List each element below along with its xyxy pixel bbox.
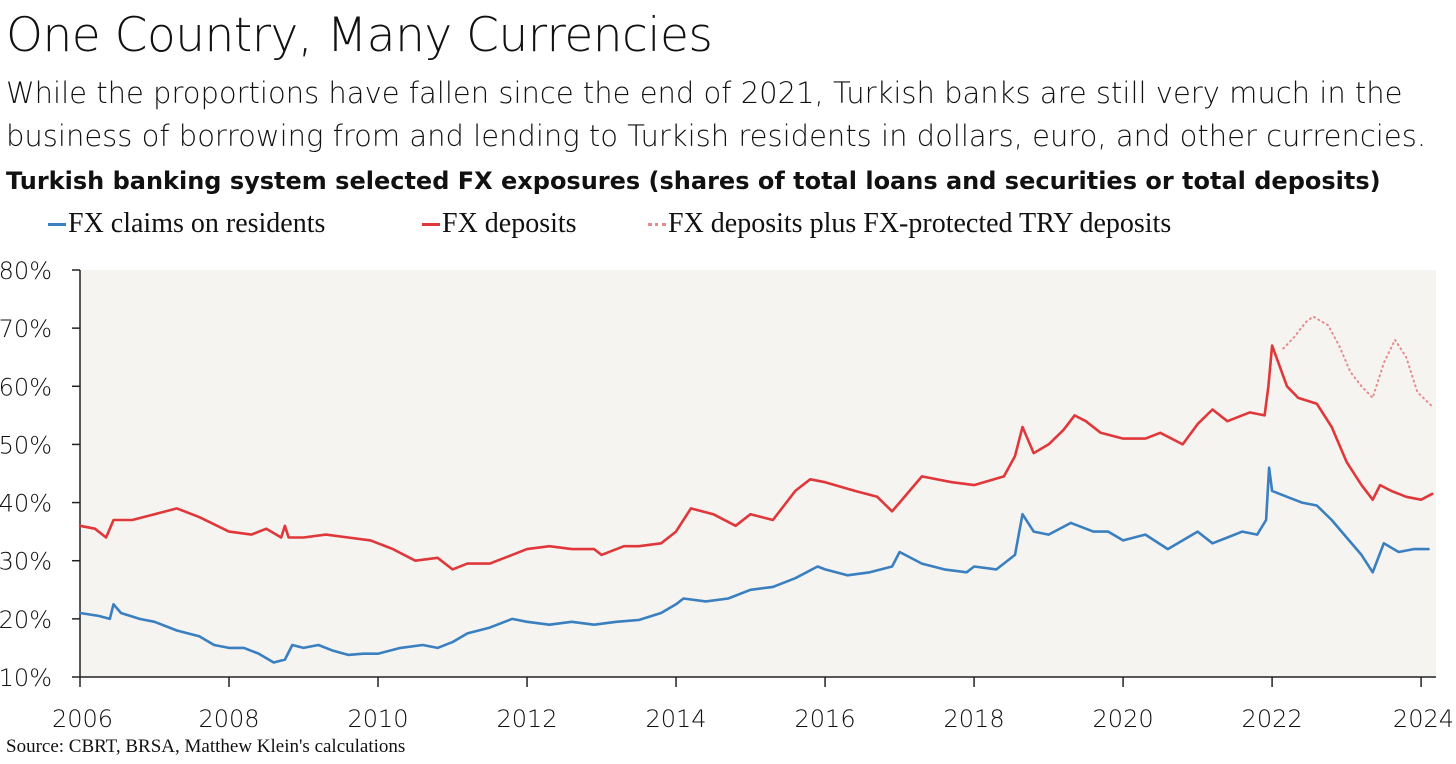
x-tick-label: 2018	[944, 705, 1005, 733]
x-tick-label: 2022	[1242, 705, 1303, 733]
legend-swatch-fx-claims	[48, 222, 66, 226]
y-tick-label: 10%	[0, 664, 52, 692]
y-tick-label: 20%	[0, 606, 52, 634]
y-tick-label: 40%	[0, 490, 52, 518]
x-tick-label: 2012	[496, 705, 557, 733]
x-tick-label: 2008	[198, 705, 259, 733]
series-line-fx-claims-on-residents	[78, 466, 1430, 664]
legend-label-fx-deposits: FX deposits	[442, 208, 577, 239]
legend-label-fx-claims: FX claims on residents	[68, 208, 326, 239]
source-note: Source: CBRT, BRSA, Matthew Klein's calc…	[6, 736, 406, 757]
line-chart: 10% 20% 30% 40% 50% 60% 70% 80% 2006 2008 2010 2012…	[0, 257, 1454, 733]
legend-label-fx-deposits-plus: FX deposits plus FX-protected TRY deposi…	[668, 208, 1172, 239]
x-tick-label: 2014	[646, 705, 707, 733]
x-tick-label: 2006	[52, 705, 113, 733]
legend-item-fx-deposits: FX deposits	[422, 208, 577, 240]
x-tick-label: 2016	[795, 705, 856, 733]
y-tick-label: 30%	[0, 548, 52, 576]
legend-item-fx-claims: FX claims on residents	[48, 208, 325, 240]
y-tick-label: 70%	[0, 315, 52, 343]
y-tick-label: 60%	[0, 373, 52, 401]
plot-area	[80, 270, 1436, 677]
y-tick-label: 50%	[0, 431, 52, 459]
legend-swatch-fx-deposits	[422, 222, 440, 226]
series-line-fx-deposits-plus-fx-protected-try-deposits	[1282, 315, 1434, 408]
x-tick-label: 2010	[347, 705, 408, 733]
y-tick-label: 80%	[0, 257, 52, 285]
chart-legend: FX claims on residents FX deposits FX de…	[0, 208, 1456, 248]
x-tick-label: 2020	[1093, 705, 1154, 733]
legend-swatch-fx-deposits-plus	[648, 222, 666, 226]
chart-heading: Turkish banking system selected FX expos…	[6, 167, 1381, 195]
chart-subtitle: While the proportions have fallen since …	[6, 76, 1427, 153]
series-line-fx-deposits	[78, 344, 1434, 571]
x-tick-label: 2024	[1393, 705, 1454, 733]
chart-title: One Country, Many Currencies	[6, 8, 713, 63]
legend-item-fx-deposits-plus: FX deposits plus FX-protected TRY deposi…	[648, 208, 1171, 240]
